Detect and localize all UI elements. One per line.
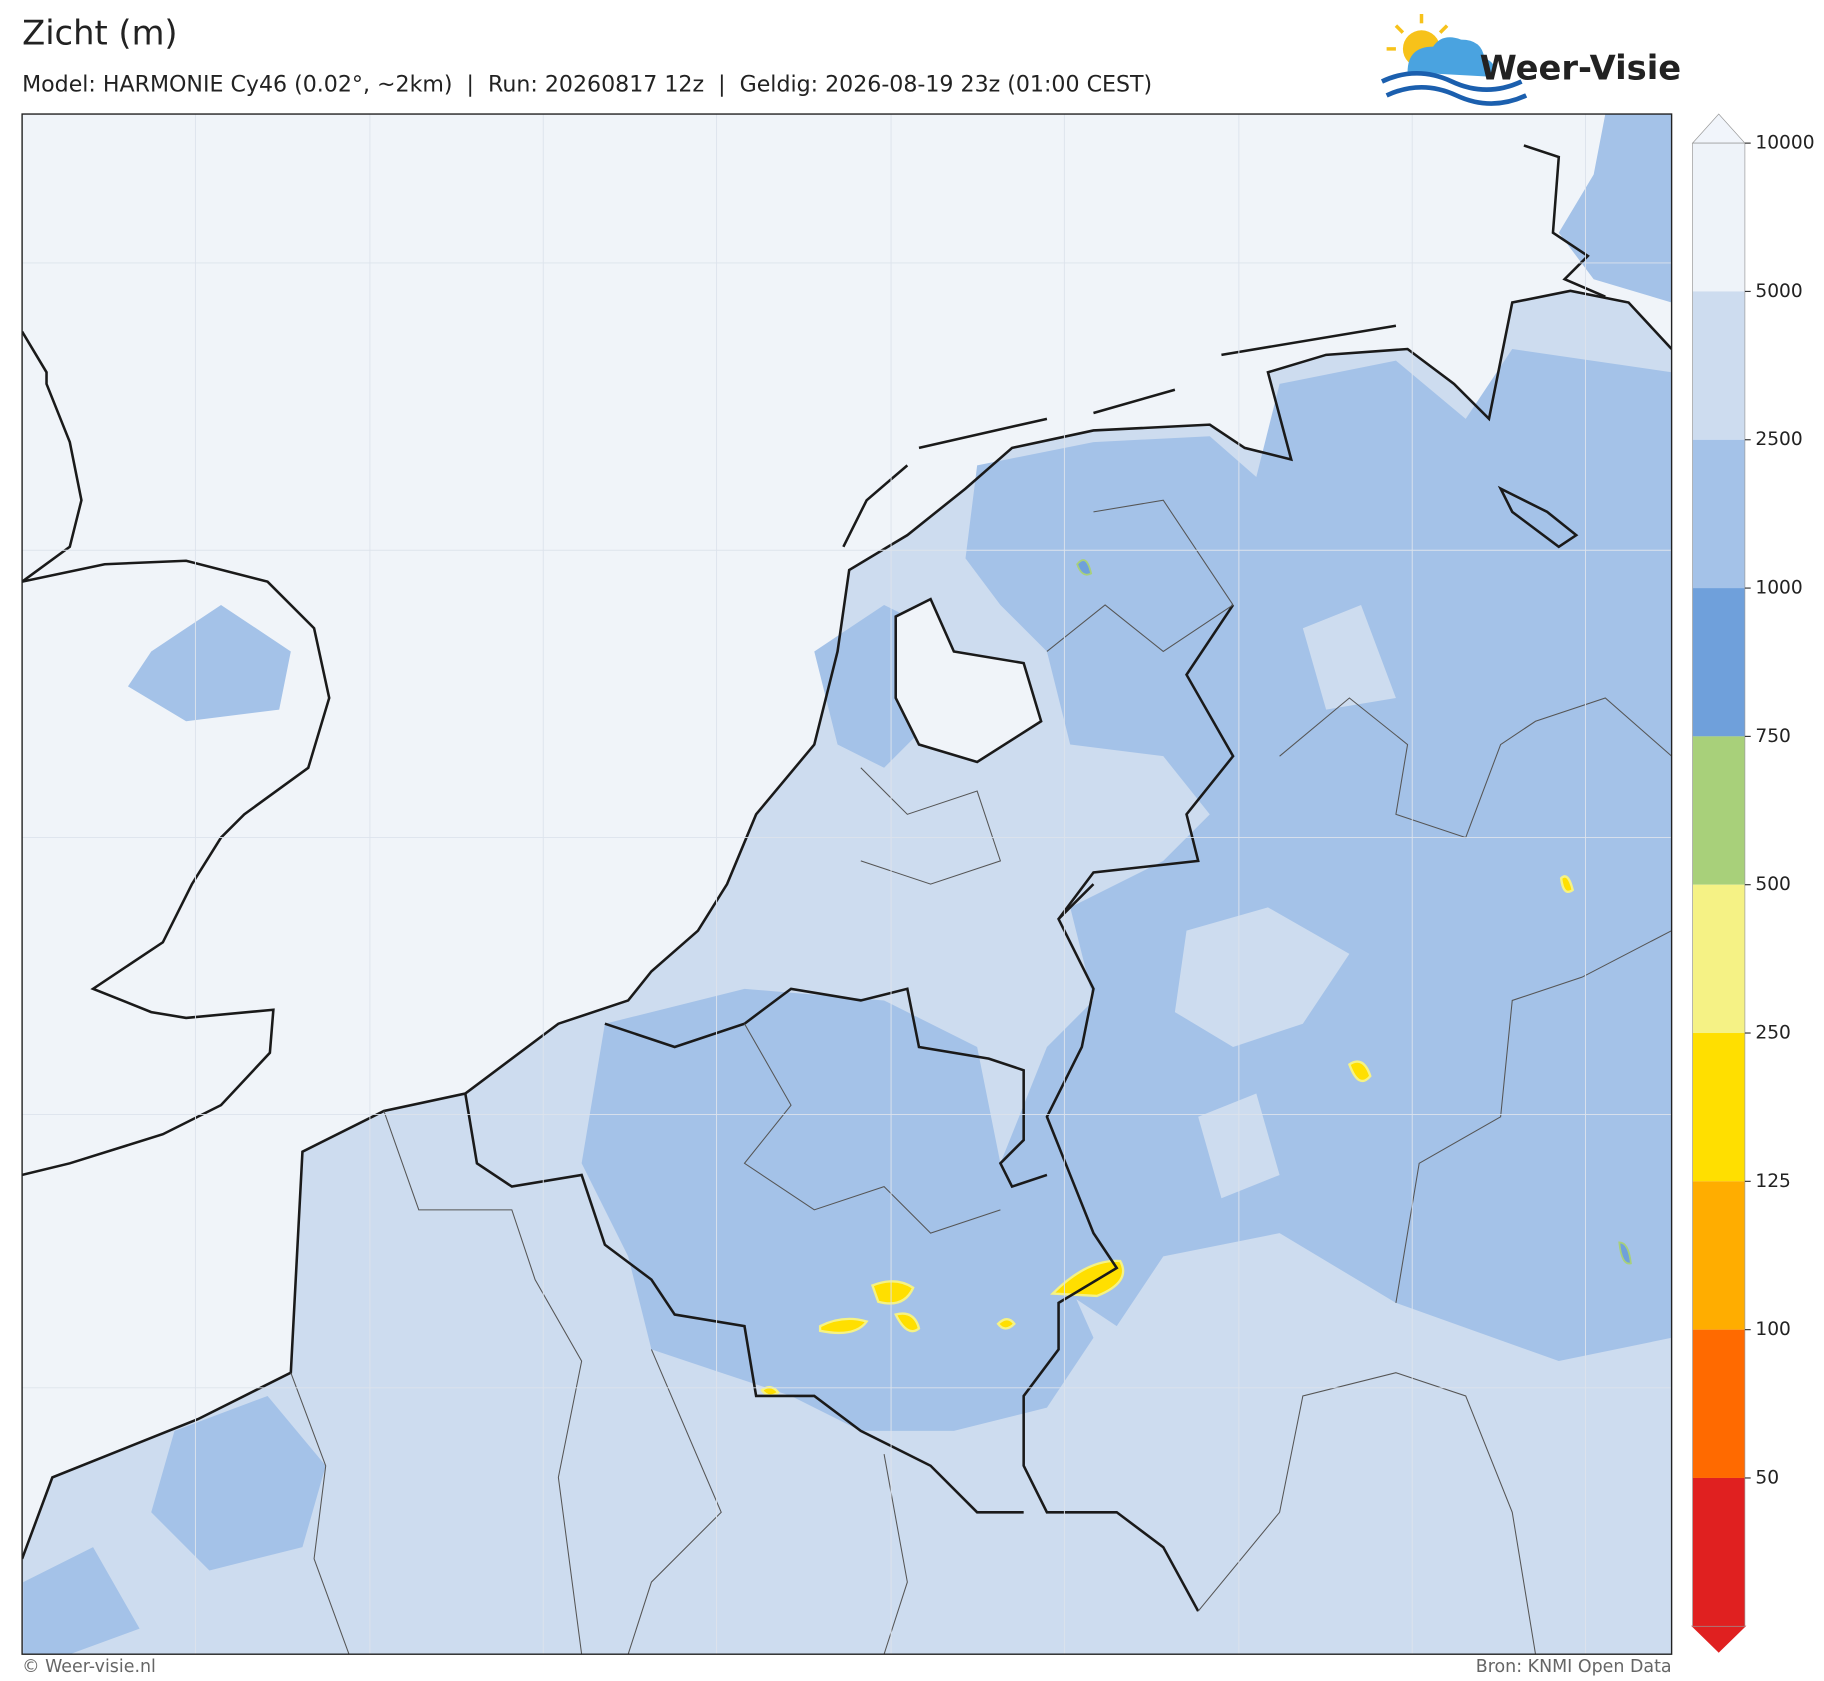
colorbar-segment	[1692, 439, 1745, 589]
title: Zicht (m)	[22, 13, 177, 52]
colorbar-segment	[1692, 884, 1745, 1034]
colorbar-label: 125	[1755, 1171, 1791, 1192]
colorbar-segment	[1692, 736, 1745, 885]
colorbar-label: 1000	[1755, 578, 1802, 599]
colorbar-label: 10000	[1755, 133, 1814, 154]
colorbar-label: 50	[1755, 1467, 1779, 1488]
colorbar-segment	[1692, 1181, 1745, 1330]
colorbar-label: 100	[1755, 1319, 1791, 1340]
footer-left: © Weer-visie.nl	[22, 1657, 156, 1677]
colorbar-segment	[1692, 588, 1745, 737]
map	[21, 113, 1673, 1655]
colorbar-segment	[1692, 143, 1745, 292]
colorbar-label: 750	[1755, 726, 1791, 747]
colorbar-label: 500	[1755, 874, 1791, 895]
colorbar-segment	[1692, 1477, 1745, 1627]
logo: Weer-Visie	[1380, 13, 1681, 106]
colorbar-label: 250	[1755, 1023, 1791, 1044]
colorbar-segment	[1692, 1033, 1745, 1182]
footer-right: Bron: KNMI Open Data	[1476, 1657, 1672, 1677]
colorbar-label: 5000	[1755, 281, 1802, 302]
subtitle: Model: HARMONIE Cy46 (0.02°, ~2km) | Run…	[22, 71, 1152, 97]
colorbar-segment	[1692, 1329, 1745, 1478]
logo-text: Weer-Visie	[1480, 48, 1681, 87]
colorbar: 10000 5000 2500 1000 750 500 250 125 100 50	[1691, 113, 1815, 1653]
colorbar-label: 2500	[1755, 429, 1802, 450]
colorbar-segment	[1692, 291, 1745, 440]
